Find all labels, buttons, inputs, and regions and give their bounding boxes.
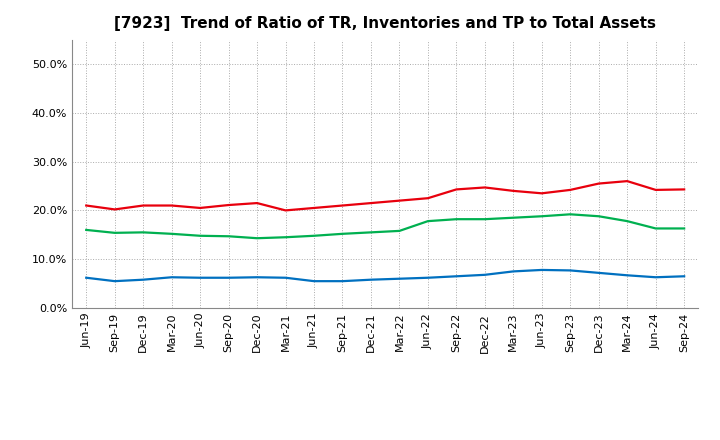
Trade Receivables xyxy=(423,195,432,201)
Trade Receivables xyxy=(338,203,347,208)
Trade Payables xyxy=(566,212,575,217)
Trade Receivables xyxy=(566,187,575,193)
Trade Receivables xyxy=(225,202,233,208)
Line: Trade Payables: Trade Payables xyxy=(86,214,684,238)
Trade Payables xyxy=(82,227,91,233)
Trade Receivables xyxy=(480,185,489,190)
Trade Receivables xyxy=(395,198,404,203)
Inventories xyxy=(196,275,204,280)
Inventories xyxy=(680,274,688,279)
Trade Receivables xyxy=(366,201,375,206)
Trade Receivables xyxy=(167,203,176,208)
Inventories xyxy=(537,267,546,272)
Trade Receivables xyxy=(680,187,688,192)
Trade Payables xyxy=(652,226,660,231)
Trade Receivables xyxy=(452,187,461,192)
Trade Receivables xyxy=(82,203,91,208)
Inventories xyxy=(82,275,91,280)
Trade Payables xyxy=(139,230,148,235)
Inventories xyxy=(480,272,489,278)
Trade Payables xyxy=(395,228,404,234)
Inventories xyxy=(423,275,432,280)
Inventories xyxy=(338,279,347,284)
Inventories xyxy=(623,273,631,278)
Trade Payables xyxy=(680,226,688,231)
Trade Receivables xyxy=(310,205,318,211)
Line: Trade Receivables: Trade Receivables xyxy=(86,181,684,210)
Trade Receivables xyxy=(196,205,204,211)
Inventories xyxy=(167,275,176,280)
Inventories xyxy=(282,275,290,280)
Trade Receivables xyxy=(623,179,631,184)
Inventories xyxy=(110,279,119,284)
Trade Payables xyxy=(423,219,432,224)
Trade Payables xyxy=(253,235,261,241)
Trade Receivables xyxy=(110,207,119,212)
Trade Payables xyxy=(196,233,204,238)
Inventories xyxy=(452,274,461,279)
Inventories xyxy=(595,270,603,275)
Trade Payables xyxy=(110,230,119,235)
Trade Payables xyxy=(537,213,546,219)
Inventories xyxy=(566,268,575,273)
Trade Payables xyxy=(310,233,318,238)
Trade Receivables xyxy=(509,188,518,194)
Trade Payables xyxy=(366,230,375,235)
Inventories xyxy=(652,275,660,280)
Line: Inventories: Inventories xyxy=(86,270,684,281)
Trade Payables xyxy=(282,235,290,240)
Inventories xyxy=(366,277,375,282)
Trade Payables xyxy=(595,213,603,219)
Trade Receivables xyxy=(253,201,261,206)
Trade Receivables xyxy=(139,203,148,208)
Title: [7923]  Trend of Ratio of TR, Inventories and TP to Total Assets: [7923] Trend of Ratio of TR, Inventories… xyxy=(114,16,656,32)
Trade Payables xyxy=(338,231,347,236)
Trade Receivables xyxy=(282,208,290,213)
Trade Receivables xyxy=(652,187,660,193)
Trade Payables xyxy=(480,216,489,222)
Inventories xyxy=(395,276,404,281)
Trade Payables xyxy=(225,234,233,239)
Trade Receivables xyxy=(537,191,546,196)
Trade Payables xyxy=(452,216,461,222)
Trade Payables xyxy=(509,215,518,220)
Inventories xyxy=(253,275,261,280)
Inventories xyxy=(310,279,318,284)
Trade Payables xyxy=(167,231,176,236)
Inventories xyxy=(225,275,233,280)
Trade Payables xyxy=(623,219,631,224)
Inventories xyxy=(509,269,518,274)
Trade Receivables xyxy=(595,181,603,186)
Inventories xyxy=(139,277,148,282)
